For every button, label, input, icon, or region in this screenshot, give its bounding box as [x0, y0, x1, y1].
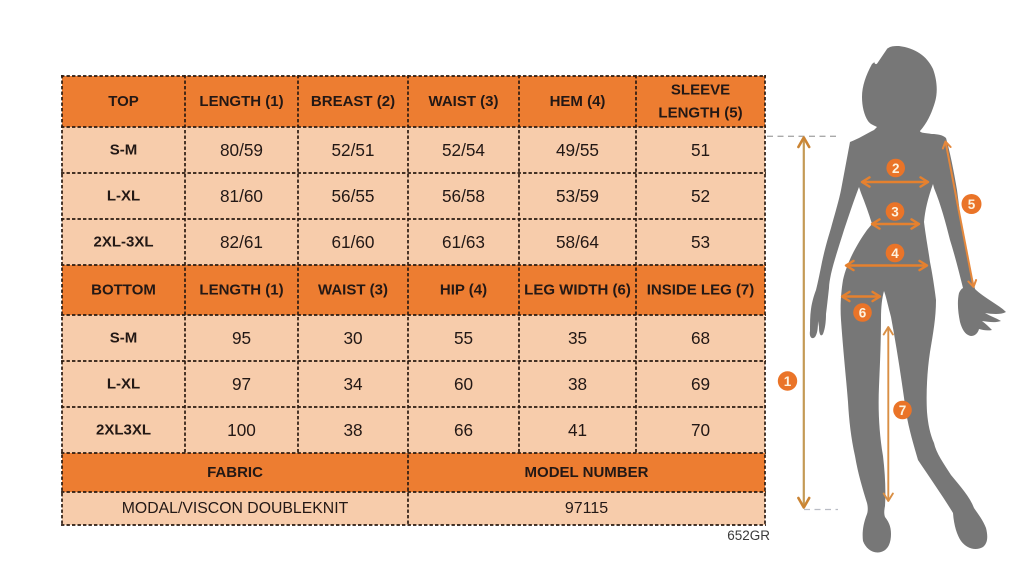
svg-text:82/61: 82/61 — [220, 232, 263, 252]
svg-text:MODEL NUMBER: MODEL NUMBER — [525, 464, 649, 481]
svg-text:4: 4 — [891, 246, 899, 261]
svg-text:69: 69 — [691, 374, 710, 394]
svg-text:100: 100 — [227, 420, 256, 440]
svg-text:53: 53 — [691, 232, 710, 252]
svg-text:HEM (4): HEM (4) — [550, 93, 606, 110]
svg-text:2: 2 — [892, 161, 900, 176]
svg-text:41: 41 — [568, 420, 587, 440]
svg-text:LENGTH (5): LENGTH (5) — [658, 105, 742, 122]
svg-text:3: 3 — [891, 205, 899, 220]
svg-text:L-XL: L-XL — [107, 376, 140, 393]
svg-text:68: 68 — [691, 328, 710, 348]
svg-text:97115: 97115 — [565, 500, 608, 517]
svg-text:30: 30 — [343, 328, 362, 348]
svg-text:52: 52 — [691, 186, 710, 206]
svg-text:97: 97 — [232, 374, 251, 394]
svg-text:WAIST (3): WAIST (3) — [429, 93, 499, 110]
svg-text:38: 38 — [568, 374, 587, 394]
svg-text:34: 34 — [343, 374, 363, 394]
svg-text:2XL-3XL: 2XL-3XL — [93, 234, 153, 251]
svg-text:70: 70 — [691, 420, 710, 440]
svg-text:61/60: 61/60 — [331, 232, 374, 252]
svg-text:1: 1 — [784, 374, 792, 389]
svg-text:55: 55 — [454, 328, 473, 348]
svg-text:56/55: 56/55 — [331, 186, 374, 206]
svg-text:52/51: 52/51 — [331, 140, 374, 160]
svg-text:95: 95 — [232, 328, 251, 348]
svg-text:SLEEVE: SLEEVE — [671, 82, 730, 99]
svg-text:BOTTOM: BOTTOM — [91, 282, 156, 299]
svg-text:51: 51 — [691, 140, 710, 160]
svg-text:WAIST (3): WAIST (3) — [318, 282, 388, 299]
svg-text:80/59: 80/59 — [220, 140, 263, 160]
svg-text:HIP (4): HIP (4) — [440, 282, 487, 299]
svg-text:38: 38 — [343, 420, 362, 440]
svg-text:LEG WIDTH (6): LEG WIDTH (6) — [524, 282, 631, 299]
svg-text:INSIDE LEG (7): INSIDE LEG (7) — [647, 282, 755, 299]
svg-text:BREAST (2): BREAST (2) — [311, 93, 395, 110]
svg-text:52/54: 52/54 — [442, 140, 485, 160]
svg-text:6: 6 — [859, 306, 867, 321]
svg-text:MODAL/VISCON DOUBLEKNIT: MODAL/VISCON DOUBLEKNIT — [122, 500, 349, 517]
svg-text:49/55: 49/55 — [556, 140, 599, 160]
svg-text:53/59: 53/59 — [556, 186, 599, 206]
svg-text:56/58: 56/58 — [442, 186, 485, 206]
svg-text:S-M: S-M — [110, 142, 138, 159]
svg-text:35: 35 — [568, 328, 587, 348]
svg-text:58/64: 58/64 — [556, 232, 599, 252]
svg-text:S-M: S-M — [110, 330, 138, 347]
svg-text:652GR: 652GR — [727, 528, 770, 543]
svg-text:66: 66 — [454, 420, 473, 440]
svg-text:60: 60 — [454, 374, 473, 394]
svg-text:61/63: 61/63 — [442, 232, 485, 252]
svg-text:LENGTH (1): LENGTH (1) — [199, 93, 283, 110]
svg-text:2XL3XL: 2XL3XL — [96, 422, 151, 439]
svg-text:7: 7 — [899, 403, 907, 418]
svg-text:FABRIC: FABRIC — [207, 464, 263, 481]
svg-text:TOP: TOP — [108, 93, 139, 110]
svg-text:81/60: 81/60 — [220, 186, 263, 206]
svg-text:LENGTH (1): LENGTH (1) — [199, 282, 283, 299]
svg-text:L-XL: L-XL — [107, 188, 140, 205]
svg-text:5: 5 — [968, 197, 976, 212]
